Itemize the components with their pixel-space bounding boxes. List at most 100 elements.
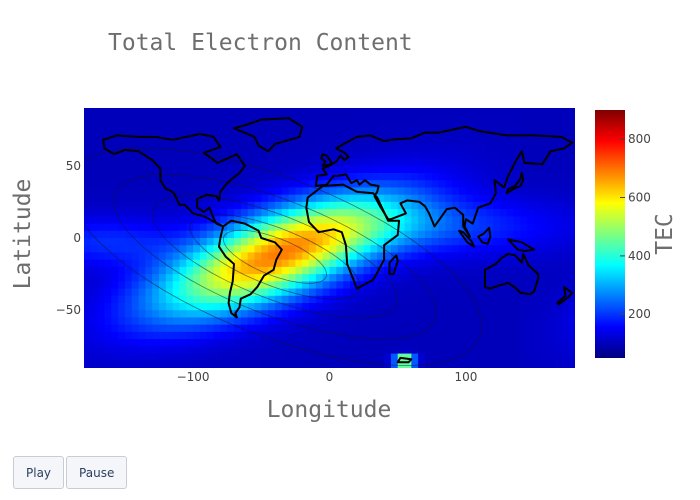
heatmap-cell <box>499 136 508 145</box>
heatmap-cell <box>193 295 201 304</box>
heatmap-cell <box>124 317 133 326</box>
heatmap-cell <box>295 151 303 160</box>
heatmap-cell <box>145 259 153 268</box>
heatmap-cell <box>193 346 201 355</box>
heatmap-cell <box>281 360 290 368</box>
heatmap-cell <box>459 144 467 152</box>
heatmap-cell <box>118 187 126 196</box>
heatmap-cell <box>493 180 501 189</box>
heatmap-cell <box>152 295 160 304</box>
heatmap-cell <box>179 187 187 196</box>
heatmap-cell <box>452 187 460 196</box>
heatmap-cell <box>302 288 310 297</box>
heatmap-cell <box>404 136 412 145</box>
heatmap-cell <box>431 108 440 116</box>
heatmap-cell <box>288 180 296 189</box>
heatmap-cell <box>499 230 508 239</box>
pause-button[interactable]: Pause <box>66 456 128 489</box>
heatmap-cell <box>534 180 542 189</box>
heatmap-cell <box>397 331 406 340</box>
heatmap-cell <box>281 238 290 246</box>
heatmap-cell <box>377 281 385 290</box>
heatmap-cell <box>90 201 99 210</box>
heatmap-cell <box>220 173 228 181</box>
heatmap-cell <box>459 238 467 246</box>
heatmap-cell <box>356 223 365 232</box>
heatmap-cell <box>329 245 337 254</box>
heatmap-cell <box>506 115 515 124</box>
heatmap-cell <box>404 288 412 297</box>
heatmap-cell <box>377 194 385 203</box>
heatmap-cell <box>377 151 385 160</box>
heatmap-cell <box>356 136 365 145</box>
heatmap-cell <box>268 209 276 217</box>
heatmap-cell <box>97 295 106 304</box>
heatmap-cell <box>554 353 562 362</box>
heatmap-cell <box>172 266 181 275</box>
heatmap-cell <box>499 158 508 167</box>
heatmap-cell <box>206 266 215 275</box>
heatmap-cell <box>145 245 153 254</box>
heatmap-cell <box>309 187 317 196</box>
heatmap-cell <box>124 115 133 124</box>
heatmap-cell <box>288 173 296 181</box>
heatmap-cell <box>165 339 174 347</box>
heatmap-cell <box>213 230 221 239</box>
heatmap-cell <box>322 129 331 138</box>
heatmap-cell <box>568 180 575 189</box>
heatmap-cell <box>281 266 290 275</box>
heatmap-cell <box>84 259 92 268</box>
heatmap-cell <box>486 136 494 145</box>
contour-line <box>113 174 437 340</box>
heatmap-cell <box>302 187 310 196</box>
heatmap-cell <box>138 187 146 196</box>
heatmap-cell <box>438 303 447 311</box>
heatmap-cell <box>104 266 112 275</box>
heatmap-cell <box>411 115 419 124</box>
heatmap-cell <box>431 339 440 347</box>
heatmap-cell <box>220 230 228 239</box>
heatmap-cell <box>384 151 392 160</box>
heatmap-cell <box>302 151 310 160</box>
heatmap-cell <box>111 281 119 290</box>
heatmap-cell <box>268 331 276 340</box>
heatmap-cell <box>240 187 249 196</box>
heatmap-cell <box>452 108 460 116</box>
heatmap-cell <box>152 259 160 268</box>
heatmap-cell <box>199 223 208 232</box>
heatmap-cell <box>138 266 146 275</box>
heatmap-cell <box>227 187 235 196</box>
heatmap-cell <box>247 252 256 261</box>
heatmap-cell <box>165 252 174 261</box>
heatmap-cell <box>220 339 228 347</box>
heatmap-cell <box>418 252 426 261</box>
heatmap-cell <box>186 295 194 304</box>
heatmap-cell <box>329 115 337 124</box>
heatmap-cell <box>404 295 412 304</box>
heatmap-cell <box>220 216 228 225</box>
heatmap-cell <box>520 238 528 246</box>
heatmap-cell <box>97 274 106 282</box>
heatmap-cell <box>254 144 262 152</box>
heatmap-cell <box>465 115 474 124</box>
heatmap-cell <box>568 187 575 196</box>
heatmap-cell <box>349 252 358 261</box>
heatmap-cell <box>493 187 501 196</box>
heatmap-cell <box>111 317 119 326</box>
heatmap-cell <box>520 129 528 138</box>
heatmap-cell <box>322 259 331 268</box>
heatmap-cell <box>172 288 181 297</box>
colorbar-gradient <box>595 110 625 358</box>
heatmap-cell <box>418 122 426 131</box>
heatmap-cell <box>281 223 290 232</box>
heatmap-cell <box>424 288 433 297</box>
heatmap-cell <box>493 230 501 239</box>
heatmap-cell <box>315 245 324 254</box>
heatmap-cell <box>527 180 535 189</box>
heatmap-cell <box>145 209 153 217</box>
play-button[interactable]: Play <box>13 456 65 489</box>
heatmap-cell <box>493 201 501 210</box>
plot-area[interactable] <box>68 108 575 369</box>
heatmap-cell <box>234 346 242 355</box>
heatmap-cell <box>104 259 112 268</box>
